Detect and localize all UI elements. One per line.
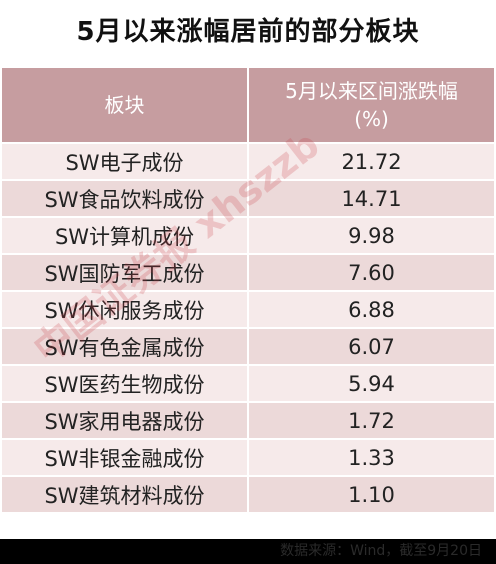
table-row: SW建筑材料成份 1.10 — [0, 475, 496, 514]
change-cell: 5.94 — [247, 364, 496, 403]
sector-cell: SW食品饮料成份 — [0, 179, 249, 218]
change-cell: 1.72 — [247, 401, 496, 440]
sector-cell: SW休闲服务成份 — [0, 290, 249, 329]
header-cell: 5月以来区间涨跌幅 (%) — [247, 66, 496, 144]
table-row: SW医药生物成份 5.94 — [0, 364, 496, 403]
table-row: SW家用电器成份 1.72 — [0, 401, 496, 440]
sector-cell: SW有色金属成份 — [0, 327, 249, 366]
sector-cell: SW建筑材料成份 — [0, 475, 249, 514]
change-cell: 7.60 — [247, 253, 496, 292]
change-cell: 1.33 — [247, 438, 496, 477]
change-cell: 21.72 — [247, 142, 496, 181]
change-cell: 6.07 — [247, 327, 496, 366]
header-text: 5月以来区间涨跌幅 — [285, 79, 458, 103]
change-cell: 1.10 — [247, 475, 496, 514]
table-row: SW有色金属成份 6.07 — [0, 327, 496, 366]
header-cell: 板块 — [0, 66, 249, 144]
header-text: 板块 — [104, 93, 145, 117]
table-row: SW计算机成份 9.98 — [0, 216, 496, 255]
sector-cell: SW医药生物成份 — [0, 364, 249, 403]
table-row: SW国防军工成份 7.60 — [0, 253, 496, 292]
header-row: 板块 5月以来区间涨跌幅 (%) — [0, 66, 496, 144]
data-table: 板块 5月以来区间涨跌幅 (%) SW电子成份 21.72 SW食品饮料成份 14.71… — [0, 66, 496, 514]
sector-cell: SW电子成份 — [0, 142, 249, 181]
table-row: SW电子成份 21.72 — [0, 142, 496, 181]
change-cell: 9.98 — [247, 216, 496, 255]
sector-cell: SW国防军工成份 — [0, 253, 249, 292]
sector-cell: SW非银金融成份 — [0, 438, 249, 477]
change-cell: 14.71 — [247, 179, 496, 218]
title: 5月以来涨幅居前的部分板块 — [76, 17, 420, 47]
table-body: SW电子成份 21.72 SW食品饮料成份 14.71 SW计算机成份 9.98 SW国防军… — [0, 142, 496, 514]
change-cell: 6.88 — [247, 290, 496, 329]
footer-source: 数据来源：Wind，截至9月20日 — [0, 539, 496, 564]
sector-cell: SW计算机成份 — [0, 216, 249, 255]
header-unit: (%) — [354, 107, 389, 131]
table-row: SW非银金融成份 1.33 — [0, 438, 496, 477]
sector-cell: SW家用电器成份 — [0, 401, 249, 440]
table-row: SW食品饮料成份 14.71 — [0, 179, 496, 218]
table-row: SW休闲服务成份 6.88 — [0, 290, 496, 329]
